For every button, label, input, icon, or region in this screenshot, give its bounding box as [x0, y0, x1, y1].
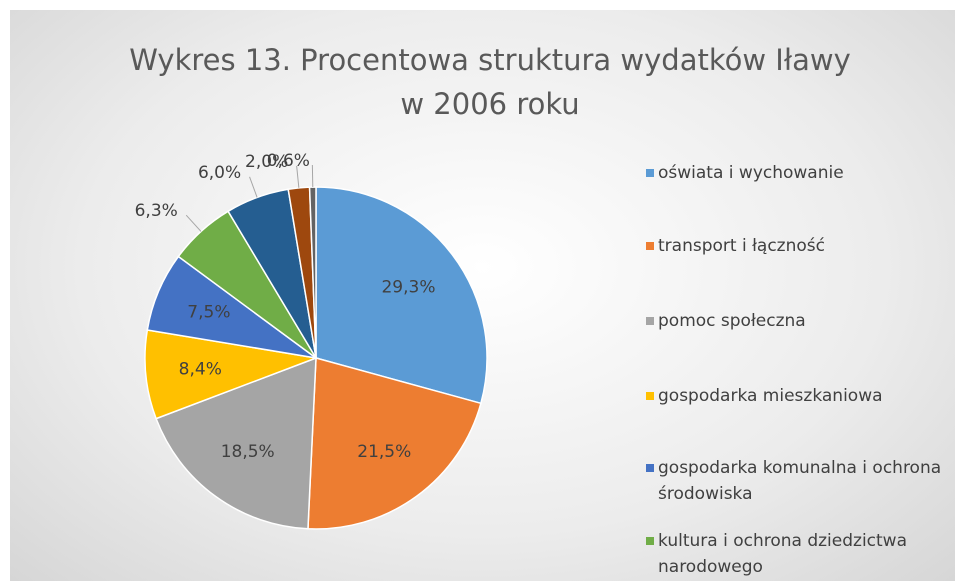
legend-entry: pomoc społeczna [646, 308, 955, 334]
data-label: 6,0% [198, 163, 241, 183]
pie-slice [144, 329, 319, 420]
legend-label: kultura i ochrona dziedzictwa narodowego [658, 531, 907, 577]
chart-title: Wykres 13. Procentowa struktura wydatków… [129, 43, 851, 121]
legend-marker [646, 392, 654, 400]
pie-slice [307, 357, 482, 530]
legend-marker [646, 242, 654, 250]
legend-label: gospodarka mieszkaniowa [658, 386, 883, 406]
data-label: 21,5% [357, 442, 411, 462]
pie-slice [315, 186, 488, 405]
legend-marker [646, 317, 654, 325]
data-label: 7,5% [187, 303, 230, 323]
legend-marker [646, 169, 654, 177]
legend-entry: gospodarka komunalna i ochrona środowisk… [646, 455, 955, 507]
pie-slice [155, 356, 317, 530]
data-label: 29,3% [381, 278, 435, 298]
leader-line [296, 165, 300, 188]
legend-entry: gospodarka mieszkaniowa [646, 383, 955, 409]
leader-line [249, 176, 258, 198]
chart: Wykres 13. Procentowa struktura wydatków… [10, 10, 955, 581]
legend-entry: kultura i ochrona dziedzictwa narodowego [646, 528, 955, 580]
legend-entry: oświata i wychowanie [646, 160, 955, 186]
legend-label: transport i łączność [658, 236, 825, 256]
data-label: 18,5% [221, 442, 275, 462]
legend-label: oświata i wychowanie [658, 163, 844, 183]
legend-label: pomoc społeczna [658, 311, 806, 331]
data-label: 0,6% [267, 151, 310, 171]
leader-line [185, 214, 202, 232]
legend-marker [646, 537, 654, 545]
legend-entry: transport i łączność [646, 233, 955, 259]
data-label: 2,0% [245, 152, 288, 172]
legend-marker [646, 464, 654, 472]
legend-label: gospodarka komunalna i ochrona środowisk… [658, 458, 942, 504]
data-label: 6,3% [135, 201, 178, 221]
pie-area: 29,3% 21,5% 18,5% 8,4% 7,5% 6,3% 6,0%2,0%0,6% [135, 151, 488, 530]
data-label: 8,4% [179, 359, 222, 379]
